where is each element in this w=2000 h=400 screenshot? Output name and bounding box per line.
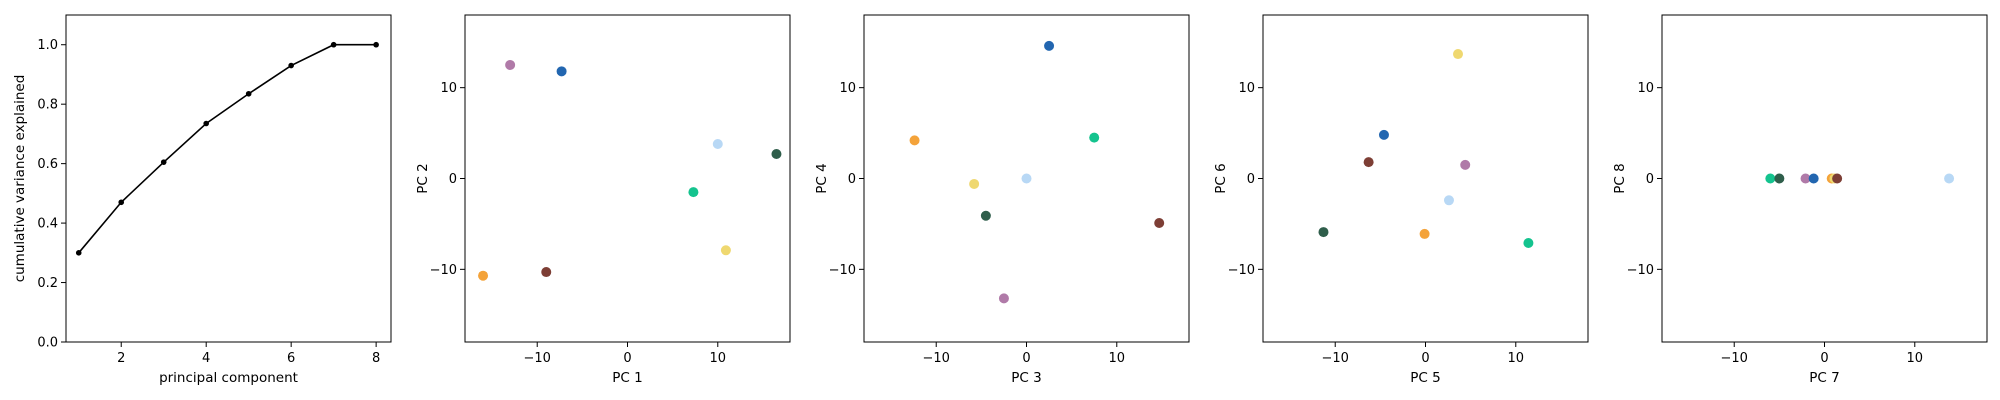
y-tick-label: 10 [1637,81,1654,96]
data-point [160,159,167,165]
data-point [980,210,991,221]
data-point [688,187,699,198]
x-tick-label: 10 [1907,351,1924,366]
chart-panel-2: −10 0 10 −10 0 10 PC 1 PC 2 [415,14,791,386]
data-point [203,120,209,127]
data-point [541,267,552,278]
y-axis-label: cumulative variance explained [12,75,28,283]
x-tick-label: 0 [1820,351,1828,366]
chart-panel-3: −10 0 10 −10 0 10 PC 3 PC 4 [814,14,1190,386]
data-point [245,90,252,97]
data-point [1021,173,1032,184]
axes-frame [65,14,392,343]
y-tick-label: 0 [449,172,457,187]
data-point [998,293,1009,304]
x-axis-label: PC 3 [1011,370,1041,386]
data-point [1419,228,1430,239]
chart-panel-4: −10 0 10 −10 0 10 PC 5 PC 6 [1213,14,1589,386]
data-point [720,245,731,256]
y-tick-label: 10 [839,81,856,96]
series-line [78,43,377,254]
axes-frame [1262,14,1589,343]
y-tick-label: 10 [1238,81,1255,96]
data-point [288,62,294,69]
data-point [1443,195,1454,206]
x-axis-label: PC 1 [612,370,642,386]
data-point [1774,173,1785,184]
data-point [75,250,82,256]
data-point [1460,159,1471,170]
data-point [969,178,980,189]
y-tick-label: 0.4 [37,217,58,232]
data-point [1154,218,1165,229]
data-point [1318,227,1329,238]
data-point [909,135,920,146]
axes-frame [1661,14,1988,343]
x-tick-label: 0 [1421,351,1429,366]
y-tick-label: 0 [848,172,856,187]
y-tick-label: 0.0 [37,336,58,351]
data-point [1944,173,1955,184]
data-point [1378,129,1389,140]
y-tick-label: 0.2 [37,276,58,291]
x-axis-label: PC 7 [1809,370,1839,386]
data-point [1044,40,1055,51]
y-tick-label: 0.8 [37,98,58,113]
data-point [1765,173,1776,184]
x-tick-label: 10 [710,351,727,366]
data-point [118,199,125,206]
data-point [1453,49,1463,60]
y-tick-label: 0 [1646,172,1654,187]
x-tick-label: −10 [1322,351,1349,366]
data-point [712,138,723,149]
x-tick-label: 2 [117,351,125,366]
x-axis-label: principal component [159,370,298,386]
x-tick-label: 4 [202,351,210,366]
data-point [771,148,782,159]
data-point [505,59,516,70]
y-tick-label: −10 [430,263,457,278]
y-tick-label: −10 [1627,263,1654,278]
x-tick-label: 10 [1109,351,1126,366]
x-tick-label: 10 [1508,351,1525,366]
x-tick-label: −10 [524,351,551,366]
data-point [1363,157,1374,168]
y-axis-label: PC 6 [1213,163,1229,193]
y-tick-label: −10 [829,263,856,278]
x-tick-label: −10 [923,351,950,366]
chart-panel-1: 2 4 6 8 0.0 0.2 0.4 0.6 0.8 1.0 principal componen… [12,14,392,386]
data-point [1832,173,1843,184]
data-point [556,66,567,77]
x-tick-label: 0 [1022,351,1030,366]
data-point [1089,132,1100,143]
y-axis-label: PC 4 [814,163,830,193]
x-tick-label: −10 [1721,351,1748,366]
y-tick-label: −10 [1228,263,1255,278]
x-tick-label: 0 [623,351,631,366]
y-tick-label: 0 [1247,172,1255,187]
y-tick-label: 10 [440,81,457,96]
x-tick-label: 8 [372,351,380,366]
x-tick-label: 6 [287,351,295,366]
y-tick-label: 1.0 [37,38,58,53]
y-tick-label: 0.6 [37,157,58,172]
chart-panel-5: −10 0 10 −10 0 10 PC 7 PC 8 [1612,14,1988,386]
x-axis-label: PC 5 [1410,370,1440,386]
data-point [1523,237,1534,248]
y-axis-label: PC 8 [1612,163,1628,193]
data-point [1800,173,1811,184]
data-point [1808,173,1819,184]
data-point [373,41,379,48]
data-point [330,41,337,48]
data-point [478,270,489,281]
y-axis-label: PC 2 [415,163,431,193]
